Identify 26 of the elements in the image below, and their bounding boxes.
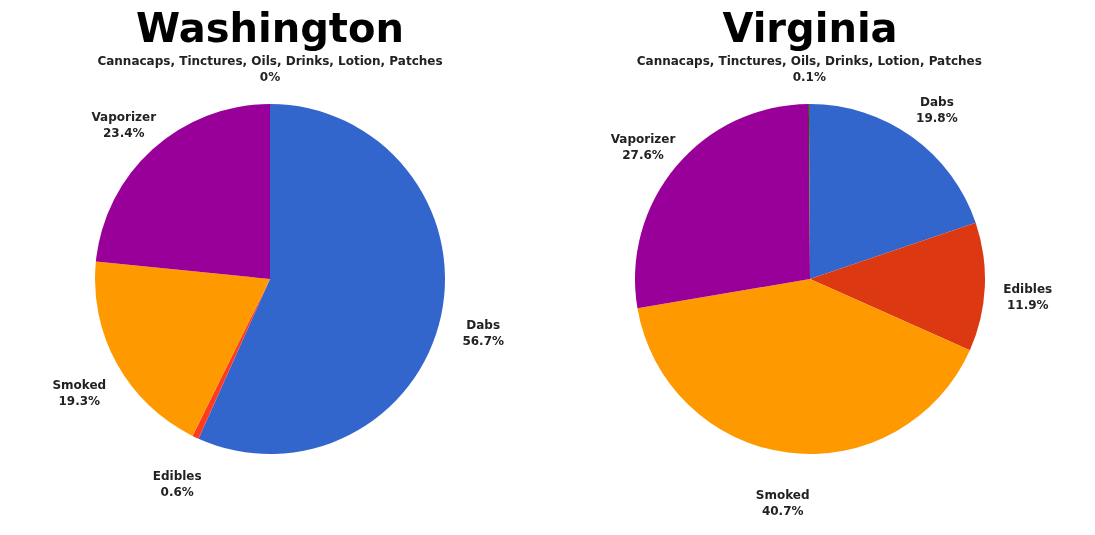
data-label: 19.3% (58, 393, 101, 408)
text: 0% (259, 70, 281, 84)
data-label: 19.8% (916, 110, 958, 125)
category-label: Cannacaps, Tinctures, Oils, Drinks, Lotion, Patches (97, 54, 443, 68)
slice-label: Cannacaps, Tinctures, Oils, Drinks, Lotion, Patches (636, 54, 982, 68)
data-label: 0.6% (160, 485, 194, 500)
data-label: 56.7% (462, 333, 505, 348)
chart-title: Virginia (722, 5, 898, 51)
slice-label: Dabs (466, 317, 501, 332)
pie-slice (198, 104, 445, 454)
data-label: 40.7% (761, 504, 804, 519)
slice-label: Edibles (152, 469, 202, 484)
data-label: 0.1% (792, 70, 826, 84)
slice-label: Vaporizer (91, 110, 157, 125)
pie-slice (810, 222, 985, 351)
slice-label: Dabs (920, 94, 954, 109)
pie-slice (810, 104, 976, 279)
chart-title: Washington (136, 5, 404, 51)
data-label: 23.4% (102, 126, 145, 141)
pie-slice (637, 279, 970, 454)
slice-label: Smoked (755, 488, 810, 503)
slice-label: Edibles (1003, 281, 1053, 296)
data-label: 27.6% (622, 147, 664, 162)
slice-label: Smoked (52, 377, 107, 392)
data-label: 11.9% (1006, 297, 1049, 312)
slice-label: Vaporizer (610, 131, 676, 146)
